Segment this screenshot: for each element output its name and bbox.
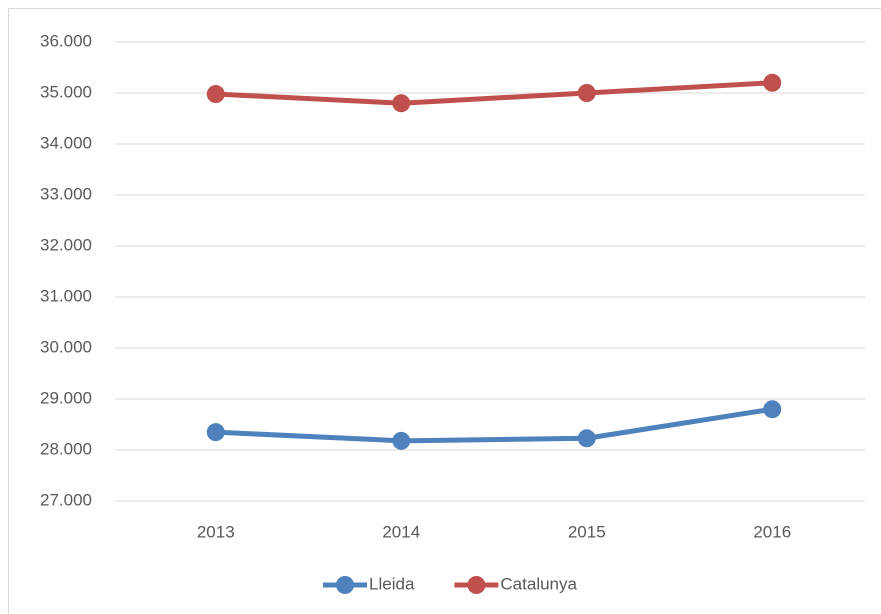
x-tick-label: 2015: [568, 522, 606, 541]
series-marker: [763, 400, 782, 419]
legend-label: Catalunya: [500, 574, 577, 593]
x-tick-label: 2016: [753, 522, 791, 541]
series-marker: [206, 85, 225, 104]
y-tick-label: 27.000: [40, 490, 92, 509]
y-tick-label: 34.000: [40, 133, 92, 152]
legend-marker: [467, 576, 486, 594]
series-marker: [392, 431, 411, 450]
series-line: [215, 406, 773, 444]
x-tick-label: 2014: [382, 522, 420, 541]
y-tick-label: 32.000: [40, 235, 92, 254]
y-tick-label: 35.000: [40, 82, 92, 101]
series-marker: [577, 84, 596, 102]
series-marker: [763, 73, 782, 92]
series-marker: [392, 94, 411, 113]
x-tick-label: 2013: [197, 522, 235, 541]
y-tick-label: 33.000: [40, 184, 92, 203]
chart-border: [8, 8, 881, 614]
series-line: [215, 80, 773, 106]
y-tick-label: 29.000: [40, 388, 92, 407]
series-marker: [206, 423, 225, 442]
y-tick-label: 28.000: [40, 439, 92, 458]
y-tick-label: 31.000: [40, 286, 92, 305]
legend-label: Lleida: [369, 574, 415, 593]
y-tick-label: 36.000: [40, 31, 92, 50]
legend-marker: [336, 576, 355, 594]
series-marker: [577, 429, 596, 448]
y-tick-label: 30.000: [40, 337, 92, 356]
